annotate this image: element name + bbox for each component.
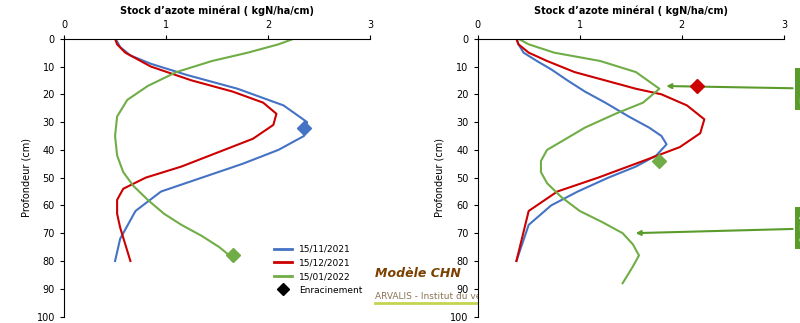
Text: Modèle CHN: Modèle CHN <box>375 266 462 279</box>
X-axis label: Stock d’azote minéral ( kgN/ha/cm): Stock d’azote minéral ( kgN/ha/cm) <box>534 6 728 16</box>
Text: Azote ayant
migré au-delà
des racines: Azote ayant migré au-delà des racines <box>638 211 800 245</box>
Text: Profondeur
d’enracineme
nt à mi janvier: Profondeur d’enracineme nt à mi janvier <box>669 72 800 106</box>
Legend: 15/11/2021, 15/12/2021, 15/01/2022, Enracinement: 15/11/2021, 15/12/2021, 15/01/2022, Enra… <box>270 241 366 298</box>
X-axis label: Stock d’azote minéral ( kgN/ha/cm): Stock d’azote minéral ( kgN/ha/cm) <box>120 6 314 16</box>
Text: ARVALIS - Institut du végétal: ARVALIS - Institut du végétal <box>375 292 505 301</box>
Y-axis label: Profondeur (cm): Profondeur (cm) <box>21 138 31 217</box>
Y-axis label: Profondeur (cm): Profondeur (cm) <box>434 138 445 217</box>
